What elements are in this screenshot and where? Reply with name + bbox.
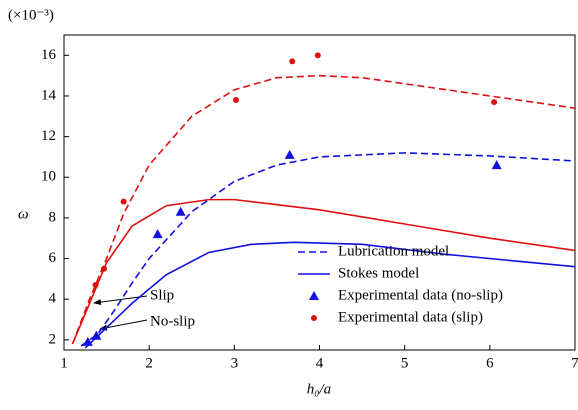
circle-marker [314,52,321,59]
circle-marker [311,315,317,321]
triangle-marker [175,206,186,216]
legend-label: Stokes model [338,265,419,281]
x-axis-label: h₀/a [307,381,331,397]
y-axis-label: ω [18,206,29,222]
y-tick-label: 14 [41,87,57,103]
x-tick-label: 4 [316,355,324,371]
triangle-marker [152,229,163,239]
circle-marker [289,58,296,65]
multiplier-label: (×10⁻³) [8,7,54,23]
legend-label: Experimental data (slip) [338,309,483,325]
y-tick-label: 2 [49,331,57,347]
circle-marker [120,198,127,205]
circle-marker [233,97,240,104]
legend-label: Lubrication model [338,243,449,259]
annotation-arrow [93,295,148,306]
y-tick-label: 4 [49,291,57,307]
y-tick-label: 10 [41,169,56,185]
legend-label: Experimental data (no-slip) [338,287,503,303]
y-tick-label: 12 [41,128,56,144]
x-tick-label: 2 [145,355,153,371]
line [71,198,575,345]
triangle-marker [309,291,319,300]
annotation: No-slip [150,313,195,329]
x-tick-label: 3 [231,355,239,371]
x-tick-label: 6 [486,355,494,371]
y-tick-label: 8 [49,209,57,225]
x-tick-label: 7 [571,355,578,371]
annotation: Slip [150,287,174,303]
triangle-marker [91,330,102,340]
y-tick-label: 16 [41,47,57,63]
line [71,74,575,345]
triangle-marker [491,160,502,170]
line [84,241,575,349]
circle-marker [491,99,498,106]
y-tick-label: 6 [49,250,57,266]
x-tick-label: 5 [401,355,409,371]
triangle-marker [284,149,295,159]
line [80,152,575,347]
x-tick-label: 1 [60,355,68,371]
triangle-marker [82,336,93,346]
